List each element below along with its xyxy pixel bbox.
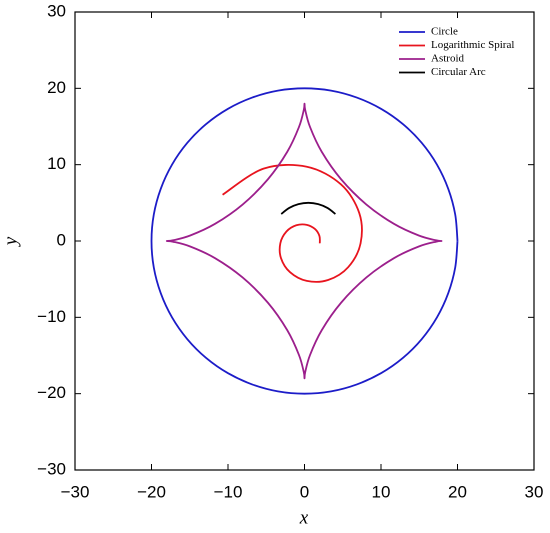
y-tick-label: −30: [37, 459, 66, 478]
y-tick-label: 0: [57, 230, 66, 249]
y-tick-label: −20: [37, 383, 66, 402]
x-tick-label: 10: [372, 482, 391, 501]
legend-label: Astroid: [431, 53, 465, 65]
curve: [150, 87, 459, 395]
curve: [280, 201, 336, 215]
curve: [165, 102, 443, 380]
plot-frame: [74, 11, 535, 471]
y-axis-label: y: [0, 236, 21, 247]
curve: [222, 164, 363, 283]
x-tick-label: −10: [214, 482, 243, 501]
x-tick-label: 30: [525, 482, 544, 501]
x-tick-label: 20: [448, 482, 467, 501]
legend-label: Logarithmic Spiral: [431, 39, 514, 51]
y-tick-label: 20: [47, 78, 66, 97]
legend-label: Circular Arc: [431, 66, 486, 78]
y-tick-label: −10: [37, 307, 66, 326]
legend-label: Circle: [431, 26, 458, 38]
x-tick-label: −30: [61, 482, 90, 501]
y-tick-label: 10: [47, 154, 66, 173]
x-axis-label: x: [299, 507, 309, 528]
x-tick-label: 0: [300, 482, 309, 501]
y-tick-label: 30: [47, 1, 66, 20]
x-tick-label: −20: [137, 482, 166, 501]
